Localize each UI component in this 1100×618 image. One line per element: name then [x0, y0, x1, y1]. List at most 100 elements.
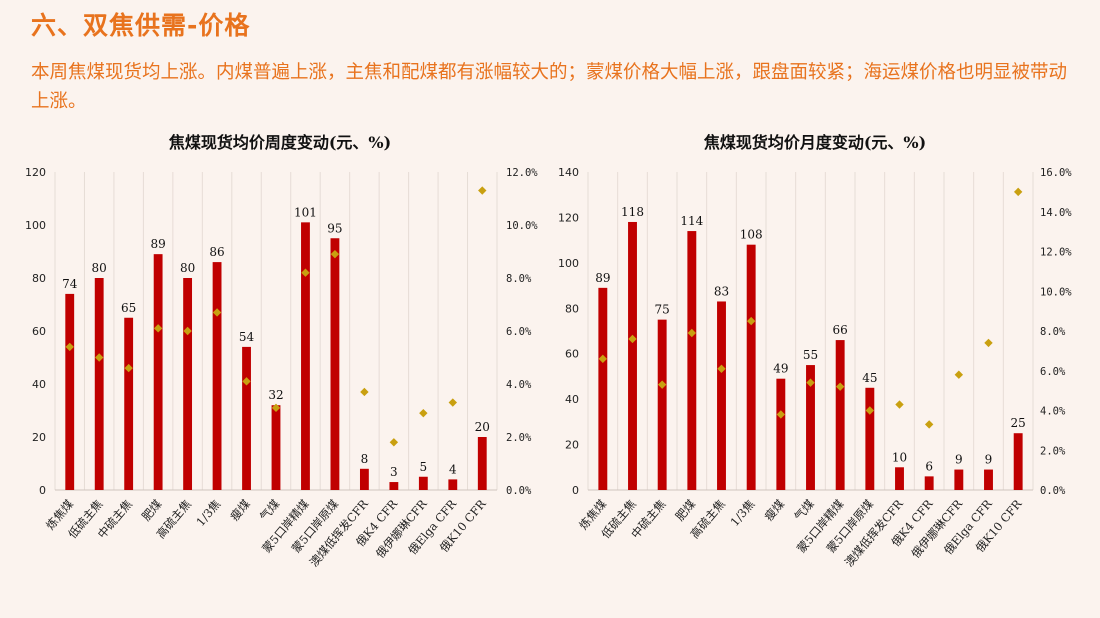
data-label: 80	[180, 261, 195, 275]
bar	[835, 340, 845, 490]
bar	[212, 262, 222, 490]
data-label: 118	[621, 205, 644, 219]
y-tick-label: 120	[25, 166, 46, 179]
y2-tick-label: 6.0%	[1040, 366, 1066, 378]
y2-tick-label: 2.0%	[506, 432, 532, 444]
bar	[330, 238, 340, 490]
bar	[746, 244, 756, 490]
bar	[183, 278, 193, 490]
percent-marker	[124, 363, 133, 373]
bar	[628, 221, 637, 490]
bar	[301, 222, 310, 490]
percent-marker	[153, 324, 163, 333]
y2-tick-label: 12.0%	[506, 167, 538, 179]
y-tick-label: 40	[32, 378, 46, 391]
percent-marker	[717, 364, 726, 373]
data-label: 10	[892, 450, 907, 464]
data-label: 49	[773, 362, 788, 376]
data-label: 114	[680, 214, 703, 228]
bar	[806, 365, 815, 490]
y2-tick-label: 0.0%	[506, 485, 532, 497]
bar	[717, 301, 726, 490]
bar	[94, 278, 104, 490]
percent-marker	[301, 268, 310, 277]
bar	[418, 476, 428, 490]
percent-marker	[212, 308, 222, 317]
y-tick-label: 40	[565, 393, 579, 406]
percent-marker	[95, 353, 104, 362]
weekly-change-chart: 焦煤现货均价周度变动(元、%) 0 20 40 60 80 100 120 0.0% 2.0% 4.…	[0, 125, 550, 605]
data-label: 66	[833, 323, 848, 337]
bar	[865, 387, 875, 490]
data-label: 9	[955, 453, 963, 467]
y-tick-label: 20	[32, 431, 46, 444]
bar	[124, 317, 134, 490]
data-label: 89	[595, 271, 610, 285]
data-label: 25	[1011, 416, 1026, 430]
y-tick-label: 0	[572, 484, 579, 497]
data-label: 4	[449, 462, 457, 476]
y-tick-label: 60	[32, 325, 46, 338]
bar	[242, 346, 251, 490]
y-tick-label: 100	[558, 257, 579, 270]
bar	[598, 287, 608, 490]
summary-text: 本周焦煤现货均上涨。内煤普遍上涨，主焦和配煤都有涨幅较大的；蒙煤价格大幅上涨，跟…	[31, 62, 1068, 112]
data-label: 65	[121, 301, 136, 315]
data-label: 75	[655, 303, 670, 317]
data-label: 86	[209, 245, 224, 259]
y2-tick-label: 0.0%	[1040, 485, 1066, 497]
bar	[924, 476, 934, 490]
bar	[389, 482, 399, 490]
bar	[776, 378, 786, 490]
percent-marker	[984, 338, 993, 348]
bar	[448, 479, 458, 490]
monthly-change-chart: 焦煤现货均价月度变动(元、%) 0 20 40 60 80 100 120 140 0.0% 2.0…	[540, 125, 1100, 605]
y2-tick-label: 10.0%	[506, 220, 538, 232]
chart-title: 焦煤现货均价周度变动(元、%)	[168, 133, 391, 152]
percent-marker	[330, 249, 340, 259]
data-label: 3	[390, 465, 398, 479]
page-title: 六、双焦供需-价格	[31, 11, 251, 40]
percent-marker	[1013, 187, 1023, 197]
bar	[359, 468, 369, 490]
x-tick-label: 肥煤	[673, 497, 699, 524]
data-label: 89	[150, 237, 165, 251]
data-label: 45	[862, 371, 877, 385]
percent-marker	[448, 398, 457, 407]
bar	[984, 469, 993, 490]
y2-tick-label: 4.0%	[1040, 406, 1066, 418]
percent-marker	[895, 400, 904, 409]
y2-tick-label: 8.0%	[1040, 326, 1066, 338]
data-label: 54	[239, 330, 255, 344]
data-label: 6	[925, 459, 933, 473]
y-tick-label: 0	[39, 484, 46, 497]
data-label: 55	[803, 348, 818, 362]
y-tick-label: 20	[565, 439, 579, 452]
x-tick-label: 1/3焦	[727, 497, 757, 529]
y2-tick-label: 12.0%	[1040, 247, 1072, 259]
y2-tick-label: 14.0%	[1040, 207, 1072, 219]
bar	[477, 437, 487, 490]
percent-marker	[628, 334, 637, 344]
y2-tick-label: 2.0%	[1040, 445, 1066, 457]
y-tick-label: 120	[558, 211, 579, 224]
percent-marker	[419, 408, 428, 418]
percent-marker	[183, 326, 192, 336]
y2-tick-label: 4.0%	[506, 379, 532, 391]
bar	[895, 467, 904, 490]
percent-marker	[360, 387, 369, 397]
data-label: 32	[268, 388, 283, 402]
x-tick-label: 瘦煤	[762, 497, 788, 524]
y-tick-label: 60	[565, 348, 579, 361]
percent-marker	[924, 420, 934, 429]
percent-marker	[242, 377, 251, 386]
data-label: 5	[420, 460, 428, 474]
data-label: 108	[740, 228, 763, 242]
y2-tick-label: 8.0%	[506, 273, 532, 285]
chart-title: 焦煤现货均价月度变动(元、%)	[703, 133, 926, 152]
y-tick-label: 140	[558, 166, 579, 179]
y-tick-label: 100	[25, 219, 46, 232]
y2-tick-label: 16.0%	[1040, 167, 1072, 179]
percent-marker	[478, 186, 487, 195]
x-tick-label: 气煤	[791, 497, 817, 524]
